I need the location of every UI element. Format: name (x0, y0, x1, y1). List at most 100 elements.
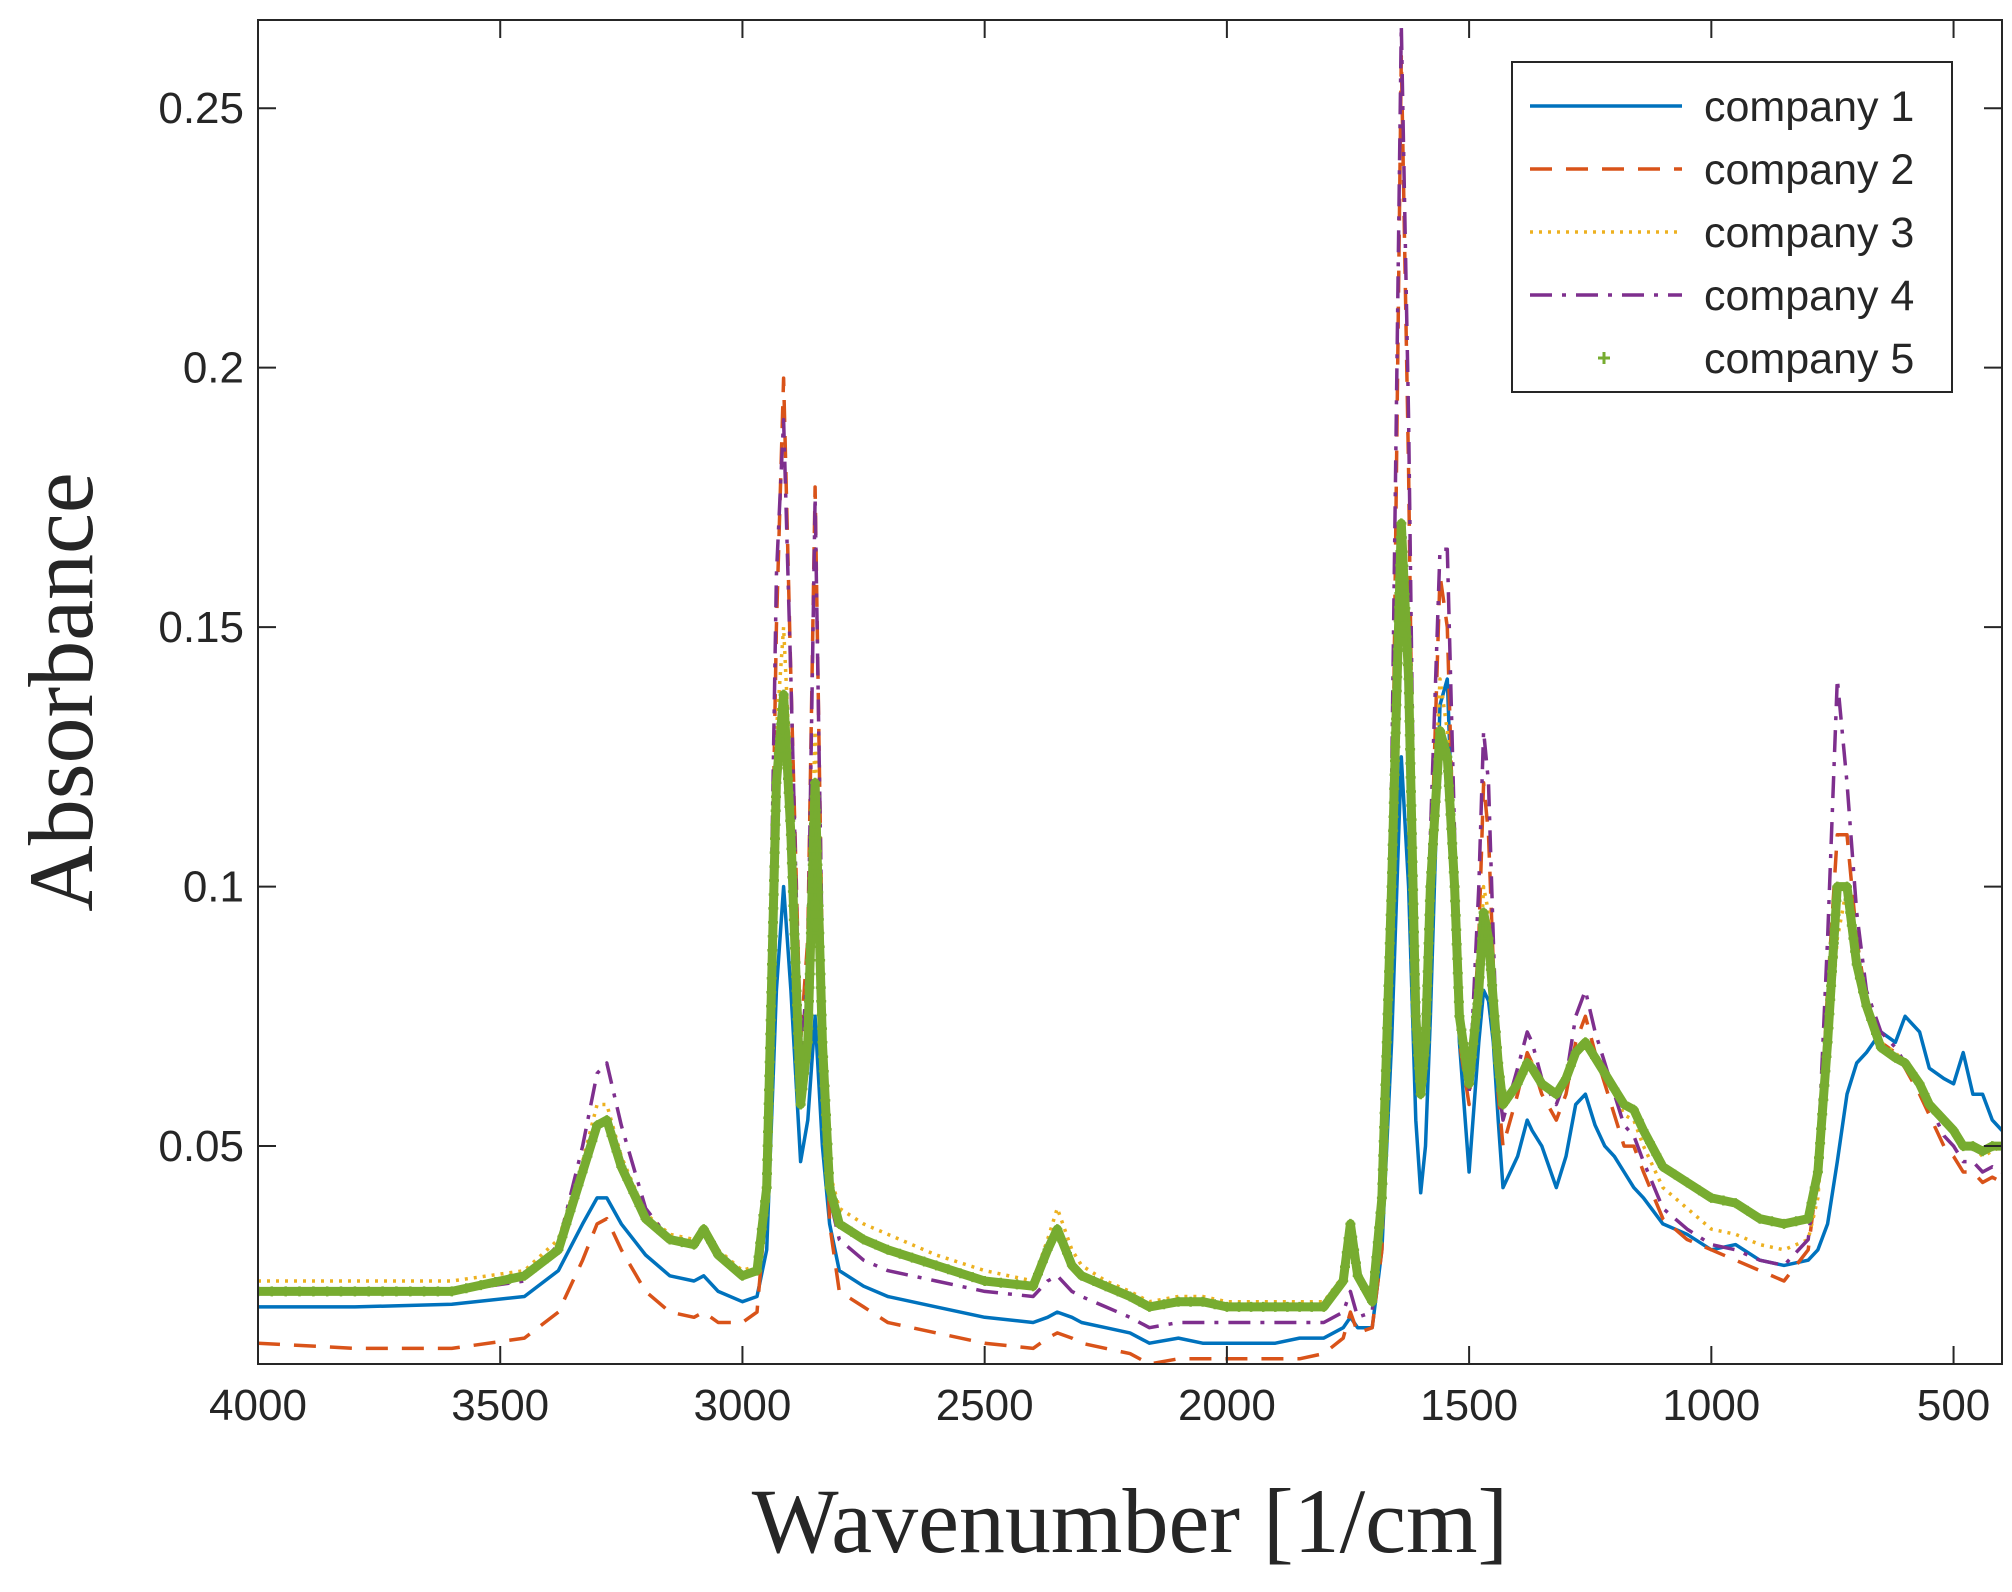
series-marker-company-5 (802, 1037, 813, 1048)
series-marker-company-5 (1380, 1093, 1390, 1104)
series-marker-company-5 (1816, 1123, 1827, 1134)
series-marker-company-5 (569, 1192, 580, 1203)
series-marker-company-5 (1197, 1296, 1208, 1307)
series-marker-company-5 (1483, 933, 1494, 944)
series-marker-company-5 (919, 1256, 930, 1267)
series-marker-company-5 (582, 1151, 593, 1162)
series-marker-company-5 (1379, 1108, 1390, 1118)
series-marker-company-5 (1848, 933, 1859, 944)
series-marker-company-5 (561, 1218, 572, 1229)
series-marker-company-5 (783, 787, 794, 798)
series-marker-company-5 (1410, 1011, 1421, 1022)
series-marker-company-5 (601, 1115, 612, 1126)
series-marker-company-5 (1826, 980, 1837, 991)
series-marker-company-5 (1378, 1150, 1389, 1161)
series-marker-company-5 (1779, 1218, 1789, 1229)
series-marker-company-5 (1657, 1161, 1668, 1172)
series-marker-company-5 (821, 1124, 832, 1135)
series-marker-company-5 (634, 1200, 645, 1211)
series-marker-company-5 (1432, 768, 1443, 779)
series-marker-company-5 (1832, 881, 1843, 892)
legend-label-company-1: company 1 (1704, 83, 1914, 131)
series-marker-company-5 (1419, 1050, 1430, 1061)
series-marker-company-5 (628, 1187, 639, 1198)
legend: company 1 company 2 company 3 company 4 comp… (1511, 61, 1953, 393)
series-marker-company-5 (1851, 959, 1862, 970)
series-marker-company-5 (1938, 1115, 1949, 1126)
series-marker-company-5 (530, 1262, 541, 1273)
series-marker-company-5 (640, 1213, 651, 1224)
series-marker-company-5 (1403, 674, 1414, 684)
series-marker-company-5 (831, 1206, 842, 1217)
legend-box (1511, 61, 1953, 393)
series-marker-company-5 (1408, 912, 1419, 923)
series-marker-company-5 (1424, 909, 1435, 920)
series-marker-company-5 (1404, 702, 1415, 713)
series-marker-company-5 (1341, 1247, 1352, 1258)
series-marker-company-5 (1645, 1137, 1655, 1148)
series-marker-company-5 (419, 1286, 430, 1297)
y-tick-label: 0.25 (158, 84, 244, 133)
series-marker-company-5 (1490, 1026, 1501, 1037)
series-marker-company-5 (1282, 1301, 1293, 1312)
axes-box (257, 19, 2003, 1365)
series-marker-company-5 (1875, 1042, 1886, 1053)
series-marker-company-5 (803, 1010, 814, 1020)
series-marker-company-5 (767, 945, 778, 956)
series-marker-company-5 (1382, 1023, 1393, 1034)
series-marker-company-5 (1825, 994, 1836, 1005)
series-marker-company-5 (1438, 738, 1449, 749)
series-marker-company-5 (778, 689, 789, 700)
ticks-layer: 4000 3500 3000 2500 2000 1500 1000 500 0.05 0.1 0.… (158, 20, 2002, 1430)
series-marker-company-5 (1846, 920, 1857, 931)
series-marker-company-5 (870, 1239, 881, 1250)
series-marker-company-5 (804, 969, 815, 979)
x-tick-label: 1000 (1662, 1381, 1760, 1430)
series-marker-company-5 (1384, 938, 1395, 949)
series-marker-company-5 (490, 1277, 501, 1287)
series-marker-company-5 (622, 1174, 633, 1185)
series-marker-company-5 (1830, 909, 1841, 920)
series-marker-company-5 (756, 1224, 767, 1235)
series-marker-company-5 (1831, 895, 1842, 906)
series-marker-company-5 (1388, 797, 1399, 808)
series-marker-company-5 (818, 1066, 829, 1077)
series-marker-company-5 (606, 1130, 617, 1141)
series-marker-company-5 (817, 1023, 827, 1034)
series-marker-company-5 (542, 1253, 553, 1264)
series-marker-company-5 (587, 1135, 598, 1146)
series-marker-company-5 (1388, 825, 1399, 836)
series-marker-company-5 (823, 1168, 834, 1178)
series-marker-company-5 (1919, 1089, 1930, 1100)
series-marker-company-5 (805, 928, 816, 938)
series-marker-company-5 (1474, 972, 1485, 983)
series-marker-company-5 (768, 889, 779, 900)
series-marker-company-5 (1350, 1257, 1361, 1268)
series-marker-company-5 (519, 1270, 530, 1281)
series-marker-company-5 (1234, 1301, 1244, 1312)
series-marker-company-5 (1401, 631, 1412, 642)
series-marker-company-5 (1345, 1218, 1356, 1229)
legend-label-company-3: company 3 (1704, 209, 1914, 257)
series-marker-company-5 (1435, 725, 1445, 736)
series-marker-company-5 (652, 1224, 663, 1235)
series-marker-company-5 (792, 1014, 803, 1025)
series-marker-company-5 (764, 1070, 775, 1081)
series-marker-company-5 (1409, 969, 1420, 980)
series-marker-company-5 (1390, 755, 1400, 766)
series-marker-company-5 (785, 829, 796, 840)
series-marker-company-5 (1406, 786, 1416, 797)
series-marker-company-5 (787, 886, 798, 897)
legend-label-company-5: company 5 (1704, 335, 1914, 383)
series-marker-company-5 (1400, 617, 1411, 628)
series-marker-company-5 (1367, 1296, 1378, 1307)
series-marker-company-5 (1464, 1078, 1475, 1089)
series-marker-company-5 (1766, 1216, 1777, 1227)
series-marker-company-5 (814, 928, 825, 938)
y-axis-title: Absorbance (10, 472, 112, 911)
series-marker-company-5 (789, 929, 800, 940)
series-marker-company-5 (1806, 1198, 1817, 1209)
x-tick-label: 4000 (209, 1381, 307, 1430)
series-marker-company-5 (766, 987, 777, 998)
